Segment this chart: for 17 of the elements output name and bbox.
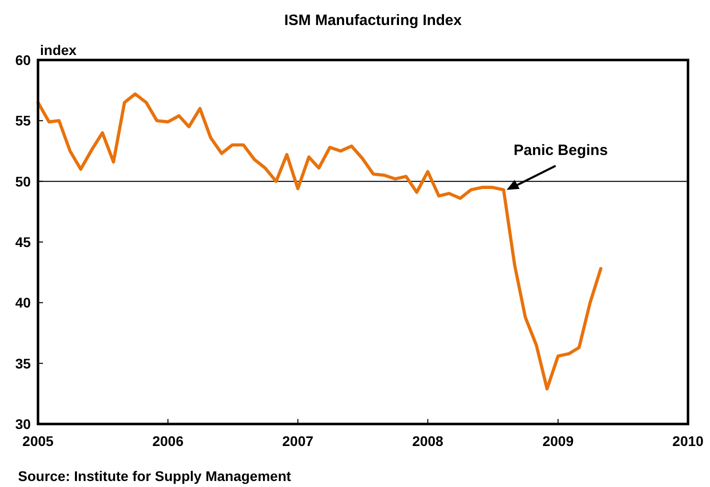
chart-title: ISM Manufacturing Index	[284, 12, 462, 29]
y-tick-label: 30	[15, 416, 31, 432]
annotation: Panic Begins	[514, 142, 608, 159]
y-tick-label: 60	[15, 52, 31, 68]
x-tick-label: 2008	[412, 433, 444, 449]
y-axis-title: index	[40, 42, 77, 58]
source-note: Source: Institute for Supply Management	[18, 468, 292, 484]
y-tick-label: 55	[15, 112, 31, 129]
x-tick-label: 2005	[22, 433, 54, 449]
x-tick-label: 2007	[282, 433, 314, 449]
y-tick-label: 35	[15, 355, 31, 372]
y-tick-label: 50	[15, 173, 31, 190]
x-tick-label: 2006	[152, 433, 184, 449]
x-tick-label: 2009	[542, 433, 574, 449]
x-tick-label: 2010	[672, 433, 704, 449]
y-tick-label: 40	[15, 294, 31, 311]
y-tick-label: 45	[15, 234, 31, 250]
